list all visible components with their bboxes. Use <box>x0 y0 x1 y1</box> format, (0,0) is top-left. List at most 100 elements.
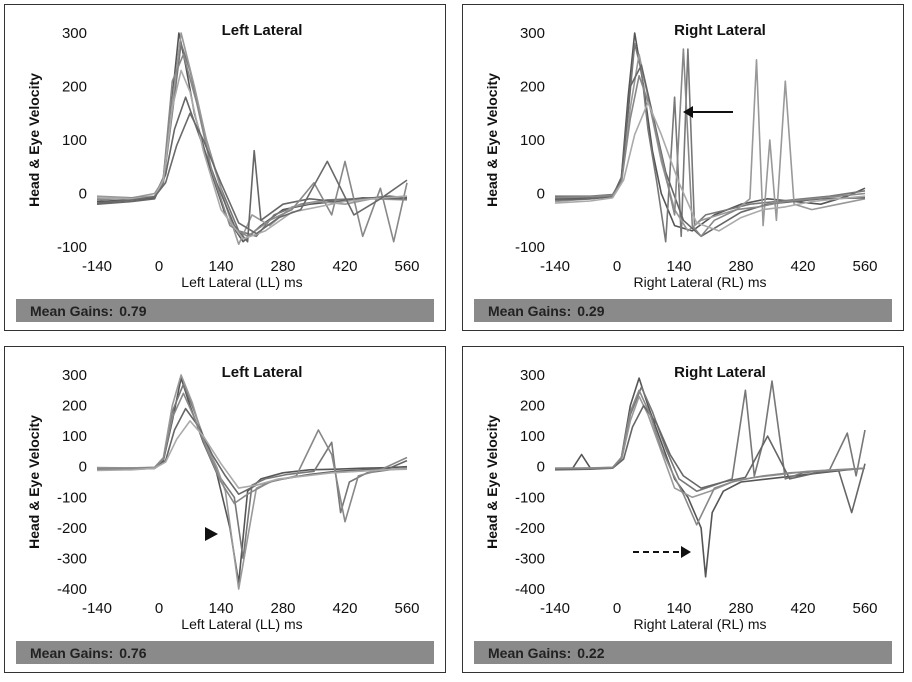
x-tick-label: 280 <box>728 258 753 275</box>
mean-gains-bar: Mean Gains: 0.76 <box>16 641 434 664</box>
series-line <box>96 112 408 235</box>
y-tick-label: 100 <box>520 428 545 445</box>
series-line <box>554 53 866 232</box>
x-tick-label: 140 <box>666 258 691 275</box>
y-tick-label: 0 <box>537 459 545 476</box>
x-tick-label: 140 <box>208 258 233 275</box>
y-tick-label: 300 <box>62 25 87 42</box>
chart-svg: -400 -300 -200 -100 0 100 200 300 -140 0 140 280 420… <box>484 364 878 632</box>
chart-panel-right-lateral-bottom: -400 -300 -200 -100 0 100 200 300 -140 0 140 280 420… <box>462 346 904 673</box>
mean-gains-label: Mean Gains: <box>488 644 572 661</box>
x-tick-label: 280 <box>270 600 295 617</box>
x-axis-label: Left Lateral (LL) ms <box>181 616 302 632</box>
y-axis-label: Head & Eye Velocity <box>26 73 42 207</box>
chart-svg: -100 0 100 200 300 -140 0 140 280 420 560 Right Lat… <box>484 22 878 290</box>
chart-panel-left-lateral-bottom: -400 -300 -200 -100 0 100 200 300 -140 0 140 280 420… <box>4 346 446 673</box>
arrow-annotation-head <box>683 106 693 118</box>
y-tick-label: 100 <box>62 428 87 445</box>
x-tick-label: 420 <box>790 258 815 275</box>
y-tick-label: 300 <box>520 25 545 42</box>
x-axis-label: Right Lateral (RL) ms <box>633 616 766 632</box>
mean-gains-label: Mean Gains: <box>30 302 114 319</box>
x-axis-label: Left Lateral (LL) ms <box>181 274 302 290</box>
y-tick-label: 0 <box>79 459 87 476</box>
series-line <box>555 377 866 578</box>
chart-title: Right Lateral <box>674 22 766 39</box>
series-line <box>96 392 408 523</box>
chart-title: Left Lateral <box>222 364 303 381</box>
x-tick-label: 560 <box>852 600 877 617</box>
chart-panel-right-lateral-top: -100 0 100 200 300 -140 0 140 280 420 560 Right Lat… <box>462 4 904 331</box>
y-tick-label: -400 <box>515 581 545 598</box>
series-line <box>96 53 408 243</box>
x-tick-label: -140 <box>540 600 570 617</box>
y-tick-label: 300 <box>62 367 87 384</box>
y-axis-label: Head & Eye Velocity <box>26 415 42 549</box>
series-group <box>96 374 408 590</box>
y-tick-label: -200 <box>57 520 87 537</box>
y-axis-label: Head & Eye Velocity <box>484 73 500 207</box>
y-tick-label: -100 <box>57 489 87 506</box>
y-tick-label: 100 <box>520 132 545 149</box>
series-line <box>554 380 866 492</box>
series-group <box>554 377 866 578</box>
series-line <box>554 389 866 526</box>
y-tick-label: 0 <box>537 186 545 203</box>
x-tick-label: 0 <box>155 258 163 275</box>
y-tick-label: 200 <box>62 79 87 96</box>
series-line <box>554 64 866 238</box>
x-tick-label: 560 <box>852 258 877 275</box>
series-line <box>96 32 408 246</box>
y-tick-label: -100 <box>57 239 87 256</box>
mean-gains-bar: Mean Gains: 0.79 <box>16 299 434 322</box>
x-axis-label: Right Lateral (RL) ms <box>633 274 766 290</box>
x-tick-label: 560 <box>394 258 419 275</box>
arrowhead-annotation <box>205 527 218 541</box>
x-tick-label: -140 <box>540 258 570 275</box>
mean-gains-value: 0.76 <box>119 644 147 661</box>
series-line <box>96 96 408 243</box>
chart-svg: -100 0 100 200 300 -140 0 140 280 420 560 Left Late… <box>26 22 420 290</box>
x-tick-label: 140 <box>208 600 233 617</box>
y-tick-label: -100 <box>515 239 545 256</box>
chart-svg: -400 -300 -200 -100 0 100 200 300 -140 0 140 280 420… <box>26 364 420 632</box>
y-tick-label: -100 <box>515 489 545 506</box>
y-tick-label: 100 <box>62 132 87 149</box>
x-tick-label: 280 <box>270 258 295 275</box>
chart-title: Left Lateral <box>222 22 303 39</box>
y-tick-label: 200 <box>62 398 87 415</box>
mean-gains-bar: Mean Gains: 0.22 <box>474 641 892 664</box>
chart-title: Right Lateral <box>674 364 766 381</box>
x-tick-label: 560 <box>394 600 419 617</box>
x-tick-label: 0 <box>155 600 163 617</box>
y-tick-label: -400 <box>57 581 87 598</box>
y-tick-label: 300 <box>520 367 545 384</box>
series-line <box>555 42 866 243</box>
x-tick-label: 0 <box>613 600 621 617</box>
x-tick-label: -140 <box>82 600 112 617</box>
series-line <box>96 69 408 240</box>
series-line <box>96 407 408 495</box>
y-tick-label: -300 <box>515 550 545 567</box>
y-tick-label: -200 <box>515 520 545 537</box>
series-line <box>554 404 866 514</box>
x-tick-label: -140 <box>82 258 112 275</box>
dashed-arrow-annotation-head <box>681 546 691 558</box>
series-group <box>96 32 408 246</box>
x-tick-label: 140 <box>666 600 691 617</box>
y-tick-label: 200 <box>520 398 545 415</box>
y-tick-label: 200 <box>520 79 545 96</box>
mean-gains-bar: Mean Gains: 0.29 <box>474 299 892 322</box>
x-tick-label: 420 <box>790 600 815 617</box>
series-line <box>97 42 408 238</box>
mean-gains-value: 0.22 <box>577 644 605 661</box>
y-tick-label: -300 <box>57 550 87 567</box>
y-axis-label: Head & Eye Velocity <box>484 415 500 549</box>
series-line <box>97 377 408 584</box>
mean-gains-value: 0.29 <box>577 302 605 319</box>
series-line <box>96 374 408 590</box>
mean-gains-value: 0.79 <box>119 302 147 319</box>
y-tick-label: 0 <box>79 186 87 203</box>
x-tick-label: 280 <box>728 600 753 617</box>
